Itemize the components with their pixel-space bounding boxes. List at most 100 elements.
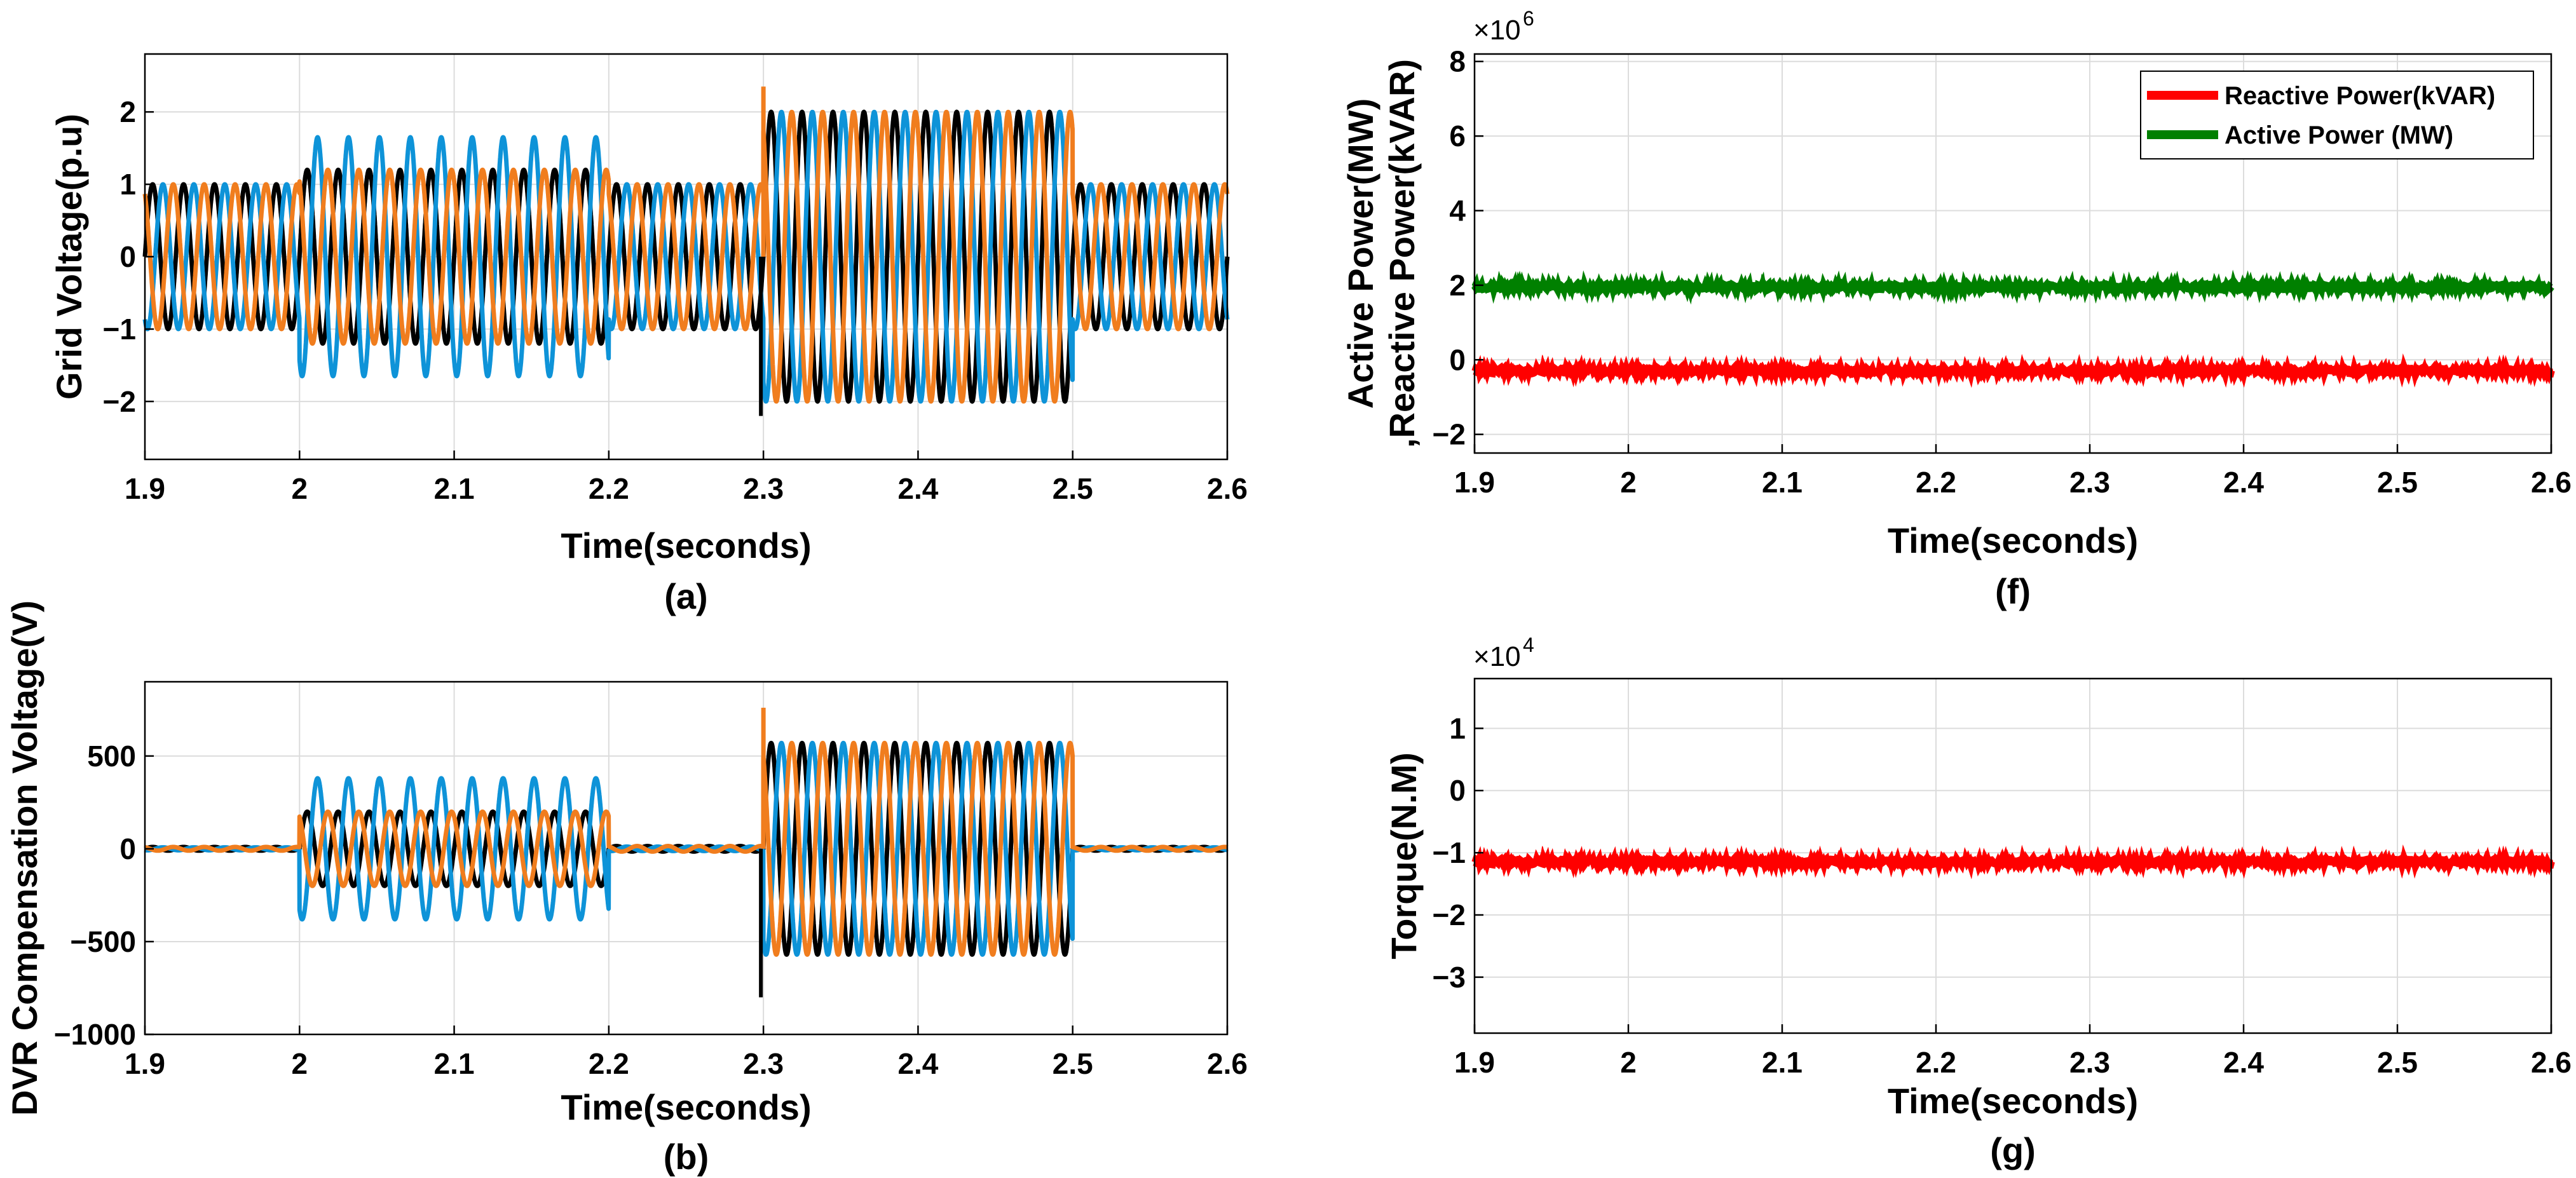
x-tick-label: 2 (1620, 466, 1637, 499)
y-tick-label: −2 (1433, 418, 1466, 451)
y-tick-label: 2 (119, 95, 136, 128)
x-tick-label: 2.1 (434, 472, 475, 505)
panel-g-multiplier-base: ×10 (1473, 641, 1521, 672)
y-tick-label: −1000 (54, 1018, 136, 1051)
x-tick-label: 2.3 (743, 1047, 784, 1080)
x-tick-label: 2.5 (2377, 1046, 2418, 1079)
panel-g-multiplier-exponent: 4 (1523, 633, 1534, 656)
x-tick-label: 2.4 (897, 1047, 938, 1080)
panel-a-caption: (a) (664, 576, 707, 616)
x-tick-label: 2.6 (1207, 1047, 1248, 1080)
panel-a-x-label: Time(seconds) (561, 525, 811, 565)
series-line-torque (1471, 844, 2555, 880)
x-tick-label: 1.9 (125, 1047, 165, 1080)
panel-b-caption: (b) (664, 1137, 709, 1177)
y-tick-label: 500 (87, 740, 136, 773)
panel-b-x-label: Time(seconds) (561, 1087, 811, 1127)
panel-g-caption: (g) (1990, 1130, 2036, 1170)
panel-b-y-label: DVR Compensation Voltage(V) (4, 600, 44, 1116)
x-tick-label: 2.4 (2223, 466, 2264, 499)
panel-a-x-ticks: 1.9 2 2.1 2.2 2.3 2.4 2.5 2.6 (125, 450, 1248, 505)
y-tick-label: 1 (1449, 712, 1466, 745)
y-tick-label: 0 (119, 832, 136, 865)
x-tick-label: 2.2 (589, 1047, 629, 1080)
panel-b-y-ticks: −1000 −500 0 500 (54, 740, 154, 1051)
x-tick-label: 2.3 (743, 472, 784, 505)
panel-g-x-label: Time(seconds) (1888, 1081, 2138, 1121)
x-tick-label: 2 (1620, 1046, 1637, 1079)
x-tick-label: 2.1 (1762, 466, 1803, 499)
y-tick-label: 0 (1449, 343, 1466, 376)
panel-a-y-ticks: −2 −1 0 1 2 (103, 95, 154, 418)
legend-box (2140, 71, 2534, 159)
x-tick-label: 2.3 (2069, 466, 2110, 499)
legend-label-active-power: Active Power (MW) (2225, 121, 2453, 149)
x-tick-label: 2.5 (2377, 466, 2418, 499)
series-line-phase-blue (142, 109, 1230, 404)
x-tick-label: 2.2 (1916, 1046, 1956, 1079)
panel-f-series (1471, 269, 2555, 388)
panel-f-y-label-line2: ,Reactive Power(kVAR) (1382, 59, 1422, 448)
series-line-active-power-mw- (1471, 269, 2554, 305)
y-tick-label: −1 (103, 313, 136, 346)
panel-a-y-label: Grid Voltage(p.u) (49, 114, 89, 400)
x-tick-label: 2.6 (1207, 472, 1248, 505)
x-tick-label: 2.5 (1053, 472, 1093, 505)
x-tick-label: 2.6 (2531, 466, 2572, 499)
panel-f-y-ticks: −2 0 2 4 6 8 (1433, 45, 1483, 451)
panel-f-multiplier-base: ×10 (1473, 15, 1521, 46)
panel-a-series (142, 86, 1230, 416)
panel-g-y-label: Torque(N.M) (1384, 752, 1424, 959)
panel-g-torque: 1.9 2 2.1 2.2 2.3 2.4 2.5 2.6 −3 −2 −1 0 1 Time(sec… (1384, 633, 2572, 1170)
y-tick-label: −3 (1433, 961, 1466, 994)
y-tick-label: 2 (1449, 269, 1466, 302)
x-tick-label: 2.5 (1053, 1047, 1093, 1080)
series-line-phase-orange (142, 740, 1230, 957)
y-tick-label: −2 (103, 385, 136, 418)
y-tick-label: 6 (1449, 119, 1466, 152)
panel-g-x-ticks: 1.9 2 2.1 2.2 2.3 2.4 2.5 2.6 (1454, 1024, 2572, 1079)
series-line-phase-black (142, 109, 1230, 404)
panel-f-x-label: Time(seconds) (1888, 520, 2138, 560)
y-tick-label: 1 (119, 168, 136, 201)
panel-f-legend: Reactive Power(kVAR) Active Power (MW) (2140, 71, 2534, 159)
panel-b-axes-frame (144, 680, 1229, 1036)
x-tick-label: 2.1 (434, 1047, 475, 1080)
x-tick-label: 2.3 (2069, 1046, 2110, 1079)
x-tick-label: 1.9 (1454, 1046, 1495, 1079)
y-tick-label: 4 (1449, 194, 1466, 227)
y-tick-label: 8 (1449, 45, 1466, 78)
panel-b-x-ticks: 1.9 2 2.1 2.2 2.3 2.4 2.5 2.6 (125, 1026, 1248, 1080)
y-tick-label: −500 (70, 925, 136, 958)
x-tick-label: 2.1 (1762, 1046, 1803, 1079)
x-tick-label: 1.9 (1454, 466, 1495, 499)
panel-g-axes-frame (1473, 677, 2552, 1034)
panel-a-grid-voltage: 1.9 2 2.1 2.2 2.3 2.4 2.5 2.6 −2 −1 0 1 2 Time(seco… (49, 53, 1248, 616)
panel-f-caption: (f) (1995, 571, 2031, 611)
x-tick-label: 2.2 (589, 472, 629, 505)
panel-b-dvr-compensation: 1.9 2 2.1 2.2 2.3 2.4 2.5 2.6 −1000 −500 0 500 Tim… (4, 600, 1248, 1177)
series-line-phase-orange (142, 109, 1230, 404)
x-tick-label: 2.6 (2531, 1046, 2572, 1079)
y-tick-label: −2 (1433, 898, 1466, 931)
y-tick-label: 0 (119, 240, 136, 273)
panel-f-axes-frame (1473, 53, 2552, 454)
series-line-reactive-power-kvar- (1471, 353, 2555, 388)
series-line-phase-blue (142, 740, 1230, 957)
panel-f-power: 1.9 2 2.1 2.2 2.3 2.4 2.5 2.6 −2 0 2 4 6 8 Time(seco… (1340, 7, 2572, 611)
x-tick-label: 2 (291, 1047, 308, 1080)
x-tick-label: 2 (291, 472, 308, 505)
panel-f-x-ticks: 1.9 2 2.1 2.2 2.3 2.4 2.5 2.6 (1454, 444, 2572, 499)
x-tick-label: 2.4 (897, 472, 938, 505)
panel-b-series (142, 707, 1230, 998)
y-tick-label: −1 (1433, 836, 1466, 869)
panel-g-series (1471, 844, 2555, 880)
x-tick-label: 1.9 (125, 472, 165, 505)
x-tick-label: 2.2 (1916, 466, 1956, 499)
legend-label-reactive-power: Reactive Power(kVAR) (2225, 82, 2495, 110)
panel-f-multiplier-exponent: 6 (1523, 7, 1534, 30)
y-tick-label: 0 (1449, 774, 1466, 807)
x-tick-label: 2.4 (2223, 1046, 2264, 1079)
panel-g-y-ticks: −3 −2 −1 0 1 (1433, 712, 1483, 994)
